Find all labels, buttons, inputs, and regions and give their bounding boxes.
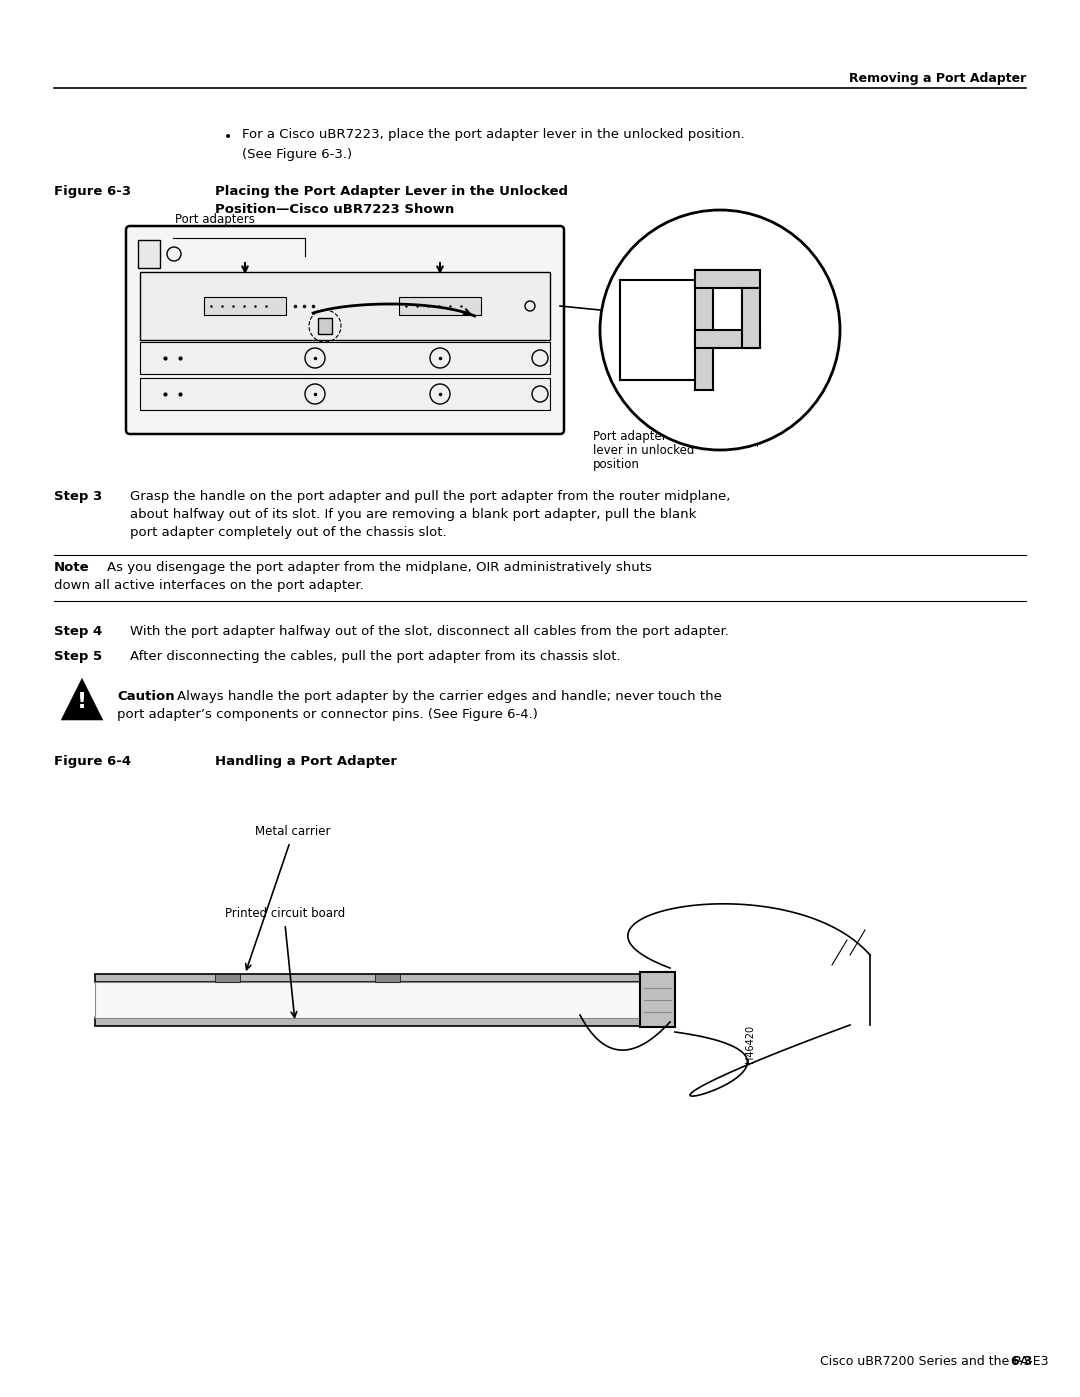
Text: port adapter completely out of the chassis slot.: port adapter completely out of the chass…: [130, 527, 447, 539]
Text: Note: Note: [54, 562, 90, 574]
Text: Caution: Caution: [117, 690, 175, 703]
Text: Port adapters: Port adapters: [175, 212, 255, 226]
FancyBboxPatch shape: [140, 272, 550, 339]
FancyBboxPatch shape: [95, 1018, 640, 1025]
FancyBboxPatch shape: [742, 288, 760, 348]
Text: Cisco uBR7200 Series and the PA-E3: Cisco uBR7200 Series and the PA-E3: [820, 1355, 1056, 1368]
Text: Figure 6-3: Figure 6-3: [54, 184, 131, 198]
Text: !: !: [77, 692, 87, 712]
Text: Printed circuit board: Printed circuit board: [225, 907, 346, 921]
Text: Position—Cisco uBR7223 Shown: Position—Cisco uBR7223 Shown: [215, 203, 455, 217]
FancyBboxPatch shape: [696, 330, 760, 348]
Text: Step 3: Step 3: [54, 490, 103, 503]
FancyBboxPatch shape: [95, 974, 640, 982]
Text: As you disengage the port adapter from the midplane, OIR administratively shuts: As you disengage the port adapter from t…: [107, 562, 652, 574]
Text: lever in unlocked: lever in unlocked: [593, 444, 694, 457]
FancyBboxPatch shape: [204, 298, 286, 314]
Text: down all active interfaces on the port adapter.: down all active interfaces on the port a…: [54, 578, 364, 592]
Text: Port adapter: Port adapter: [593, 430, 666, 443]
FancyBboxPatch shape: [215, 974, 240, 982]
Text: (See Figure 6-3.): (See Figure 6-3.): [242, 148, 352, 161]
FancyBboxPatch shape: [696, 270, 713, 390]
Text: port adapter’s components or connector pins. (See Figure 6-4.): port adapter’s components or connector p…: [117, 708, 538, 721]
FancyBboxPatch shape: [696, 270, 760, 288]
Polygon shape: [63, 680, 102, 719]
Text: Handling a Port Adapter: Handling a Port Adapter: [215, 754, 397, 768]
Text: Metal carrier: Metal carrier: [255, 826, 330, 838]
Text: For a Cisco uBR7223, place the port adapter lever in the unlocked position.: For a Cisco uBR7223, place the port adap…: [242, 129, 745, 141]
Text: 6-3: 6-3: [1010, 1355, 1032, 1368]
Text: After disconnecting the cables, pull the port adapter from its chassis slot.: After disconnecting the cables, pull the…: [130, 650, 621, 664]
FancyBboxPatch shape: [318, 319, 332, 334]
Text: Removing a Port Adapter: Removing a Port Adapter: [849, 73, 1026, 85]
Text: •: •: [224, 130, 232, 144]
FancyBboxPatch shape: [95, 982, 640, 1018]
Text: position: position: [593, 458, 639, 471]
Text: Always handle the port adapter by the carrier edges and handle; never touch the: Always handle the port adapter by the ca…: [177, 690, 721, 703]
Text: about halfway out of its slot. If you are removing a blank port adapter, pull th: about halfway out of its slot. If you ar…: [130, 509, 697, 521]
Text: 16217: 16217: [750, 415, 760, 446]
FancyBboxPatch shape: [640, 972, 675, 1027]
Circle shape: [600, 210, 840, 450]
FancyBboxPatch shape: [140, 379, 550, 409]
FancyBboxPatch shape: [399, 298, 481, 314]
FancyBboxPatch shape: [126, 226, 564, 434]
Text: H46420: H46420: [745, 1025, 755, 1063]
FancyBboxPatch shape: [140, 342, 550, 374]
Text: With the port adapter halfway out of the slot, disconnect all cables from the po: With the port adapter halfway out of the…: [130, 624, 729, 638]
FancyBboxPatch shape: [375, 974, 400, 982]
Text: Step 4: Step 4: [54, 624, 103, 638]
Text: Placing the Port Adapter Lever in the Unlocked: Placing the Port Adapter Lever in the Un…: [215, 184, 568, 198]
FancyBboxPatch shape: [138, 240, 160, 268]
Text: Grasp the handle on the port adapter and pull the port adapter from the router m: Grasp the handle on the port adapter and…: [130, 490, 730, 503]
Text: Step 5: Step 5: [54, 650, 103, 664]
Text: Figure 6-4: Figure 6-4: [54, 754, 131, 768]
